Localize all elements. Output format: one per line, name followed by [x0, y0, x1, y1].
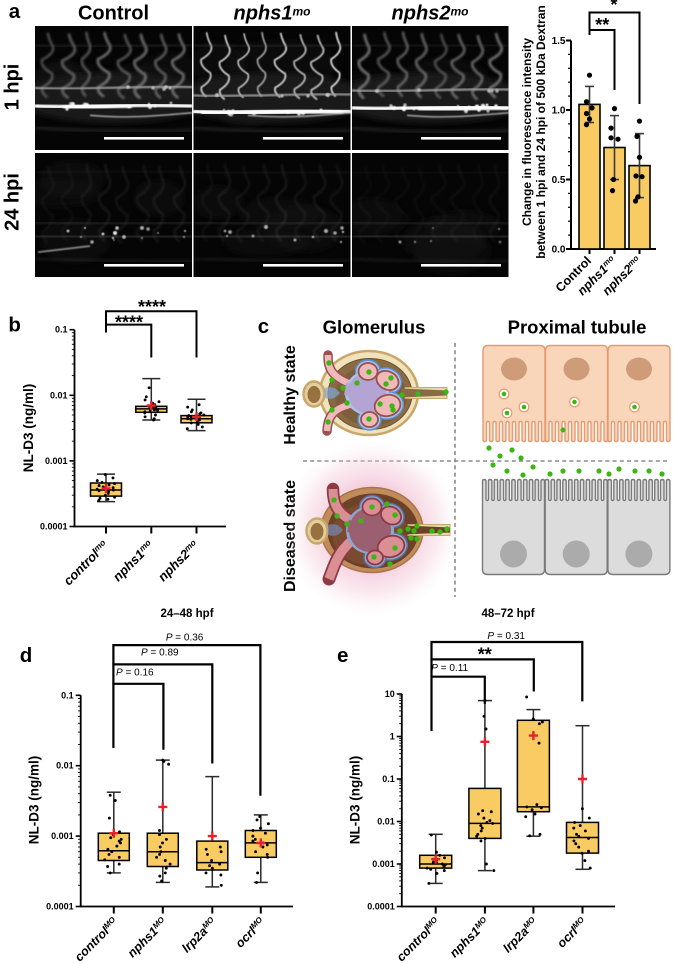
svg-text:between 1 hpi and 24 hpi of 50: between 1 hpi and 24 hpi of 500 kDa Dext… [534, 5, 548, 258]
svg-text:1 hpi: 1 hpi [2, 64, 24, 111]
svg-text:Glomerulus: Glomerulus [323, 317, 426, 338]
svg-text:0.0: 0.0 [552, 245, 566, 256]
svg-text:0.1: 0.1 [382, 774, 395, 784]
svg-text:P = 0.36: P = 0.36 [166, 633, 204, 644]
svg-text:0.0001: 0.0001 [46, 902, 74, 912]
svg-text:0.5: 0.5 [552, 175, 566, 186]
svg-text:nphs1mo: nphs1mo [234, 3, 311, 25]
svg-text:nphs2mo: nphs2mo [392, 3, 469, 25]
svg-text:24 hpi: 24 hpi [2, 173, 24, 231]
svg-text:0.1: 0.1 [61, 690, 74, 700]
svg-text:0.0001: 0.0001 [367, 902, 395, 912]
svg-text:b: b [8, 314, 21, 337]
svg-text:0.001: 0.001 [45, 456, 68, 466]
svg-text:c: c [258, 315, 269, 338]
svg-text:d: d [20, 644, 33, 667]
svg-text:1.5: 1.5 [552, 36, 566, 47]
svg-text:Control: Control [78, 3, 149, 25]
svg-text:P = 0.31: P = 0.31 [487, 631, 525, 642]
svg-text:NL-D3 (ng/ml): NL-D3 (ng/ml) [27, 756, 42, 845]
svg-text:****: **** [138, 297, 166, 317]
svg-text:P = 0.16: P = 0.16 [116, 667, 154, 678]
svg-text:Change in fluorescence intensi: Change in fluorescence intensity [520, 38, 534, 226]
svg-text:P = 0.11: P = 0.11 [431, 663, 468, 674]
svg-text:0.0001: 0.0001 [40, 522, 68, 532]
svg-text:0.01: 0.01 [56, 761, 74, 771]
svg-text:0.001: 0.001 [372, 859, 395, 869]
svg-text:*: * [610, 0, 617, 15]
svg-text:0.1: 0.1 [55, 325, 68, 335]
svg-text:Proximal tubule: Proximal tubule [508, 317, 647, 338]
svg-text:0.01: 0.01 [50, 390, 68, 400]
svg-text:a: a [9, 0, 21, 23]
svg-text:**: ** [595, 15, 609, 35]
svg-text:24–48 hpf: 24–48 hpf [160, 608, 213, 620]
svg-text:****: **** [115, 312, 143, 332]
svg-text:NL-D3 (ng/ml): NL-D3 (ng/ml) [348, 756, 363, 845]
svg-text:NL-D3 (ng/ml): NL-D3 (ng/ml) [21, 384, 36, 473]
svg-text:0.01: 0.01 [377, 817, 395, 827]
svg-text:48–72 hpf: 48–72 hpf [481, 608, 534, 620]
svg-text:e: e [337, 644, 348, 667]
svg-text:1: 1 [390, 732, 395, 742]
svg-text:0.001: 0.001 [51, 831, 74, 841]
svg-text:10: 10 [385, 689, 395, 699]
svg-text:Healthy state: Healthy state [282, 345, 299, 445]
svg-text:**: ** [478, 644, 492, 664]
svg-text:1.0: 1.0 [552, 106, 566, 117]
svg-text:P = 0.89: P = 0.89 [141, 648, 179, 659]
